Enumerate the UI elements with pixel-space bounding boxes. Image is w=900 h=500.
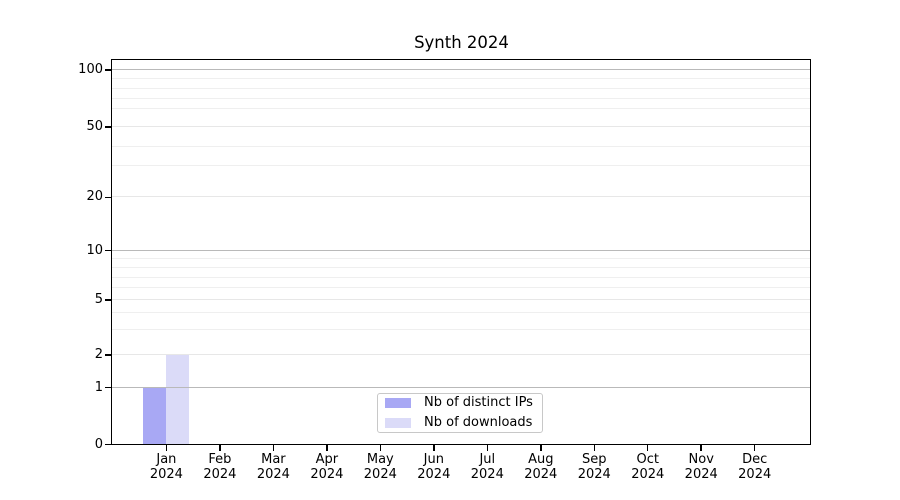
y-minor-gridline: [112, 257, 810, 259]
x-tick-label-month-jan-2024: Jan: [156, 452, 177, 467]
y-minor-gridline: [112, 267, 810, 269]
y-minor-gridline: [112, 329, 810, 331]
y-tick-label-0: 0: [94, 436, 103, 452]
y-gridline-1: [112, 386, 810, 388]
y-tick-label-10: 10: [86, 242, 103, 258]
legend-item-downloads: Nb of downloads: [385, 413, 542, 433]
y-tick-1: [105, 386, 112, 389]
y-minor-gridline: [112, 145, 810, 147]
y-tick-label-20: 20: [86, 189, 103, 205]
legend-label-downloads: Nb of downloads: [424, 415, 533, 430]
legend: Nb of distinct IPs Nb of downloads: [377, 393, 543, 433]
y-gridline-2: [112, 354, 810, 356]
y-tick-label-50: 50: [86, 118, 103, 134]
x-tick-label-year-dec-2024: 2024: [738, 467, 772, 482]
y-gridline-100: [112, 69, 810, 71]
x-tick-label-month-sep-2024: Sep: [582, 452, 607, 467]
x-tick-label-year-feb-2024: 2024: [203, 467, 237, 482]
y-minor-gridline: [112, 311, 810, 313]
y-gridline-10: [112, 249, 810, 251]
x-tick-jan-2024: [165, 445, 168, 451]
x-tick-label-month-jun-2024: Jun: [423, 452, 444, 467]
x-tick-label-month-jul-2024: Jul: [479, 452, 496, 467]
x-tick-aug-2024: [540, 445, 542, 451]
x-tick-label-year-mar-2024: 2024: [256, 467, 290, 482]
bar-nb-of-downloads-jan-2024: [165, 354, 189, 444]
legend-swatch-downloads: [385, 417, 411, 429]
y-minor-gridline: [112, 276, 810, 278]
bar-nb-of-distinct-ips-jan-2024: [142, 387, 166, 444]
x-tick-label-year-jan-2024: 2024: [149, 467, 183, 482]
x-tick-label-year-sep-2024: 2024: [577, 467, 611, 482]
x-tick-apr-2024: [326, 445, 328, 451]
chart-title: Synth 2024: [414, 33, 509, 52]
x-tick-label-month-may-2024: May: [366, 452, 394, 467]
y-tick-label-2: 2: [94, 347, 103, 363]
x-tick-label-year-may-2024: 2024: [363, 467, 397, 482]
y-tick-50: [105, 126, 112, 128]
x-tick-jul-2024: [486, 445, 489, 451]
x-tick-label-month-aug-2024: Aug: [528, 452, 554, 467]
y-minor-gridline: [112, 108, 810, 110]
y-gridline-5: [112, 298, 810, 300]
y-tick-10: [105, 249, 112, 252]
x-tick-dec-2024: [753, 445, 756, 451]
x-tick-label-year-oct-2024: 2024: [631, 467, 665, 482]
y-tick-0: [105, 443, 112, 446]
x-tick-sep-2024: [593, 445, 596, 451]
x-tick-jun-2024: [433, 445, 435, 451]
y-minor-gridline: [112, 165, 810, 167]
y-gridline-50: [112, 125, 810, 127]
x-tick-label-year-jun-2024: 2024: [417, 467, 451, 482]
y-tick-2: [105, 354, 112, 356]
x-tick-label-year-apr-2024: 2024: [310, 467, 344, 482]
x-tick-label-month-apr-2024: Apr: [315, 452, 339, 467]
legend-label-distinct-ips: Nb of distinct IPs: [424, 395, 533, 410]
x-tick-feb-2024: [219, 445, 221, 451]
y-tick-label-5: 5: [94, 291, 103, 307]
y-tick-100: [105, 69, 112, 71]
x-tick-label-month-feb-2024: Feb: [208, 452, 232, 467]
x-tick-label-year-jul-2024: 2024: [470, 467, 504, 482]
x-tick-label-month-mar-2024: Mar: [261, 452, 286, 467]
y-minor-gridline: [112, 88, 810, 90]
y-tick-20: [105, 196, 112, 199]
y-minor-gridline: [112, 78, 810, 80]
legend-item-distinct-ips: Nb of distinct IPs: [385, 393, 542, 413]
x-tick-nov-2024: [700, 445, 702, 451]
x-tick-oct-2024: [646, 445, 649, 451]
x-tick-label-month-oct-2024: Oct: [636, 452, 659, 467]
y-gridline-20: [112, 196, 810, 198]
plot-area: [111, 59, 811, 445]
y-tick-label-100: 100: [78, 62, 103, 78]
y-minor-gridline: [112, 286, 810, 288]
y-minor-gridline: [112, 97, 810, 99]
x-tick-label-month-nov-2024: Nov: [688, 452, 714, 467]
x-tick-may-2024: [379, 445, 382, 451]
legend-swatch-distinct-ips: [385, 397, 411, 409]
x-tick-mar-2024: [272, 445, 275, 451]
x-tick-label-year-aug-2024: 2024: [524, 467, 558, 482]
y-tick-5: [105, 299, 112, 301]
y-tick-label-1: 1: [94, 379, 103, 395]
x-tick-label-month-dec-2024: Dec: [742, 452, 768, 467]
x-tick-label-year-nov-2024: 2024: [684, 467, 718, 482]
